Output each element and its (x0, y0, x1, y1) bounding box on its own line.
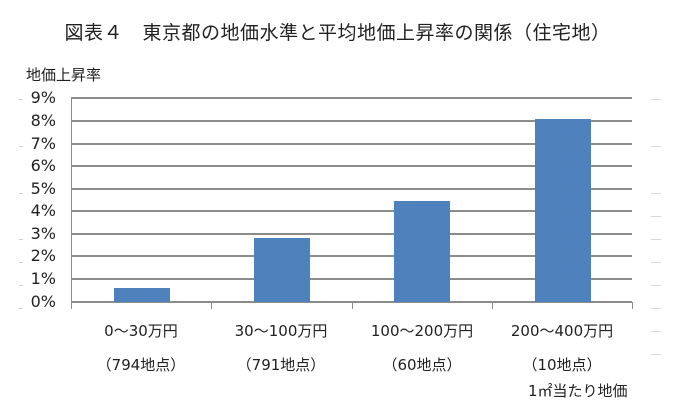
decor-dash (651, 262, 661, 263)
x-tick-mark (492, 302, 493, 309)
decor-dash (651, 354, 661, 355)
x-category-label: 100～200万円 (370, 322, 474, 340)
decor-dash (19, 308, 23, 309)
y-tick: 7% (30, 134, 56, 153)
gridline (71, 233, 632, 235)
gridline (71, 120, 632, 122)
y-tick: 1% (30, 269, 56, 288)
y-tick: 0% (30, 292, 56, 311)
y-tick: 3% (30, 224, 56, 243)
x-count-label: （60地点） (382, 356, 462, 374)
gridline (71, 143, 632, 145)
y-axis-line (71, 98, 72, 308)
decor-dash (19, 285, 23, 286)
x-axis-unit-label: 1㎡当たり地価 (528, 382, 628, 400)
gridline (71, 210, 632, 212)
y-tick: 8% (30, 111, 56, 130)
x-tick-mark (632, 302, 633, 309)
x-count-label: （10地点） (522, 356, 602, 374)
y-tick: 2% (30, 246, 56, 265)
x-count-label: （794地点） (96, 356, 186, 374)
x-tick-mark (352, 302, 353, 309)
decor-dash (651, 285, 661, 286)
decor-dash (19, 262, 23, 263)
x-count-label: （791地点） (236, 356, 326, 374)
bar-0-30man (114, 288, 170, 302)
decor-dash (651, 239, 661, 240)
x-tick-mark (211, 302, 212, 309)
bar-200-400man (535, 119, 591, 302)
y-axis-label: 地価上昇率 (26, 66, 102, 84)
y-tick: 4% (30, 201, 56, 220)
y-tick: 5% (30, 179, 56, 198)
gridline (71, 255, 632, 257)
chart-title: 図表４ 東京都の地価水準と平均地価上昇率の関係（住宅地） (64, 22, 611, 44)
decor-dash (651, 331, 661, 332)
decor-dash (651, 146, 661, 147)
decor-dash (19, 99, 23, 100)
decor-dash (651, 99, 661, 100)
x-category-label: 200～400万円 (510, 322, 614, 340)
y-tick: 6% (30, 156, 56, 175)
x-category-label: 30～100万円 (234, 322, 328, 340)
y-tick: 9% (30, 88, 56, 107)
gridline (71, 97, 632, 99)
decor-dash (19, 146, 23, 147)
decor-dash (651, 193, 661, 194)
decor-dash (651, 308, 661, 309)
x-axis-line (71, 301, 632, 303)
decor-dash (19, 193, 23, 194)
x-tick-mark (71, 302, 72, 309)
gridline (71, 278, 632, 280)
x-category-label: 0～30万円 (104, 322, 178, 340)
bar-100-200man (394, 201, 450, 302)
bar-30-100man (254, 238, 310, 302)
decor-dash (19, 239, 23, 240)
gridline (71, 188, 632, 190)
gridline (71, 165, 632, 167)
decor-dash (651, 216, 661, 217)
